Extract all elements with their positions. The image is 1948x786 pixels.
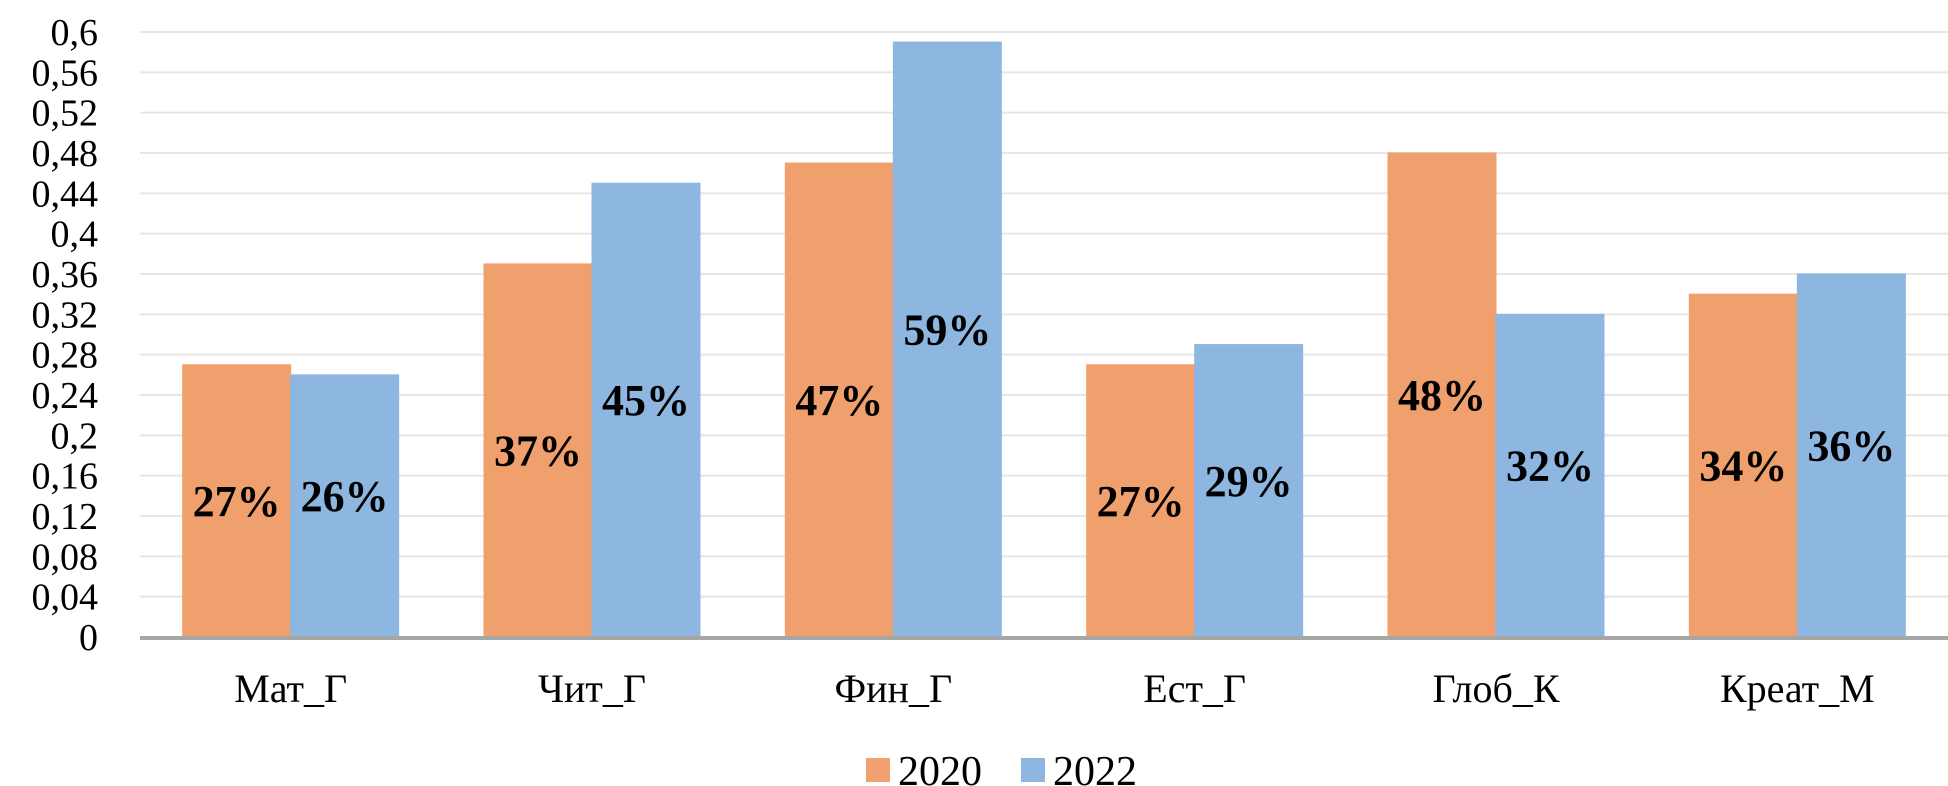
legend-label: 2022: [1053, 749, 1137, 786]
y-tick-label: 0,28: [32, 335, 99, 377]
bar-2022-5: [1495, 313, 1605, 638]
bar-2020-2: [483, 263, 593, 638]
y-axis-ticks: 00,040,080,120,160,20,240,280,320,360,40…: [32, 12, 99, 659]
y-tick-label: 0,4: [51, 214, 99, 256]
data-label: 48%: [1398, 371, 1486, 420]
bar-2020-5: [1387, 152, 1497, 638]
bar-2022-6: [1796, 273, 1906, 638]
bar-2020-3: [784, 162, 894, 638]
y-tick-label: 0,2: [51, 415, 99, 457]
bar-2020-6: [1688, 293, 1798, 638]
data-labels: 27% 26% 37% 45% 47% 59% 27% 29% 48% 32% 34% 36%: [193, 306, 1896, 526]
y-tick-label: 0,08: [32, 536, 99, 578]
bar-2022-3: [892, 41, 1002, 638]
y-tick-label: 0,32: [32, 294, 99, 336]
category-label: Фин_Г: [835, 666, 953, 711]
category-label: Креат_М: [1720, 666, 1875, 711]
data-label: 59%: [903, 306, 991, 355]
y-tick-label: 0,24: [32, 375, 99, 417]
bar-2022-2: [591, 182, 701, 638]
data-label: 36%: [1807, 422, 1895, 471]
data-label: 29%: [1205, 457, 1293, 506]
y-tick-label: 0,12: [32, 496, 99, 538]
data-label: 32%: [1506, 442, 1594, 491]
legend-swatch-2020: [866, 758, 890, 782]
y-tick-label: 0,52: [32, 93, 99, 135]
legend-label: 2020: [898, 749, 982, 786]
y-tick-label: 0: [79, 617, 98, 659]
category-label: Ест_Г: [1143, 666, 1246, 711]
data-label: 26%: [301, 472, 389, 521]
y-tick-label: 0,04: [32, 577, 99, 619]
legend: 2020 2022: [866, 749, 1137, 786]
y-tick-label: 0,16: [32, 456, 99, 498]
data-label: 37%: [494, 426, 582, 475]
legend-swatch-2022: [1021, 758, 1045, 782]
category-label: Глоб_К: [1432, 666, 1559, 711]
y-tick-label: 0,6: [51, 12, 99, 54]
data-label: 47%: [795, 376, 883, 425]
bar-2022-4: [1194, 344, 1304, 638]
y-tick-label: 0,44: [32, 173, 99, 215]
category-label: Чит_Г: [538, 666, 646, 711]
y-tick-label: 0,48: [32, 133, 99, 175]
bars: [182, 41, 1906, 638]
y-tick-label: 0,36: [32, 254, 99, 296]
data-label: 27%: [1097, 477, 1185, 526]
category-labels: Мат_Г Чит_Г Фин_Г Ест_Г Глоб_К Креат_М: [234, 666, 1874, 711]
data-label: 45%: [602, 376, 690, 425]
data-label: 27%: [193, 477, 281, 526]
category-label: Мат_Г: [234, 666, 347, 711]
bar-2020-1: [182, 364, 292, 638]
gridlines: [140, 31, 1948, 598]
y-tick-label: 0,56: [32, 52, 99, 94]
bar-2022-1: [290, 374, 400, 638]
data-label: 34%: [1699, 442, 1787, 491]
bar-2020-4: [1086, 364, 1196, 638]
